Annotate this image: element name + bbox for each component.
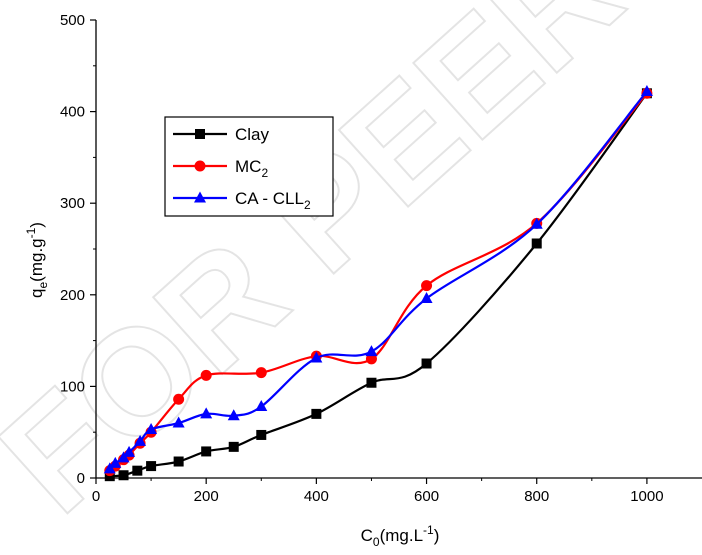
y-tick-label: 400 <box>60 104 85 121</box>
data-point <box>365 345 378 357</box>
data-point <box>173 456 184 467</box>
y-tick-label: 500 <box>60 12 85 29</box>
legend-marker <box>195 129 205 139</box>
axis-ticks: 0 200 400 600 800 1000 0 100 200 300 400 500 <box>60 12 664 505</box>
legend-label: CA - CLL2 <box>235 189 311 212</box>
y-tick-label: 200 <box>60 287 85 304</box>
data-point <box>421 358 432 369</box>
data-point <box>173 393 185 405</box>
data-point <box>118 470 129 481</box>
data-point <box>530 217 543 229</box>
data-point <box>256 429 267 440</box>
x-tick-label: 800 <box>524 488 549 505</box>
data-point <box>531 238 542 249</box>
x-tick-label: 600 <box>414 488 439 505</box>
x-axis-title: C0(mg.L-1) <box>361 523 440 549</box>
data-point <box>200 407 213 419</box>
data-point <box>109 456 122 468</box>
data-point <box>201 446 212 457</box>
data-point <box>255 367 267 379</box>
y-axis-title: qe(mg.g-1) <box>24 222 50 298</box>
data-point <box>421 280 433 292</box>
data-point <box>365 353 377 365</box>
data-point <box>132 465 143 476</box>
data-point <box>172 416 185 428</box>
data-point <box>145 422 158 434</box>
x-tick-label: 200 <box>194 488 219 505</box>
legend-marker <box>194 160 206 172</box>
data-point <box>227 409 240 421</box>
data-point <box>228 441 239 452</box>
data-point <box>134 434 147 446</box>
x-tick-label: 1000 <box>630 488 663 505</box>
data-point <box>311 408 322 419</box>
x-tick-label: 400 <box>304 488 329 505</box>
data-point <box>255 400 268 412</box>
x-tick-label: 0 <box>92 488 100 505</box>
series-triangle <box>103 84 653 474</box>
data-point <box>200 369 212 381</box>
y-tick-label: 100 <box>60 378 85 395</box>
legend-label: MC2 <box>235 157 268 180</box>
legend-label: Clay <box>235 125 270 144</box>
data-point <box>366 377 377 388</box>
data-point <box>310 351 323 363</box>
data-point <box>146 461 157 472</box>
data-point <box>420 291 433 303</box>
legend-marker <box>194 191 206 203</box>
data-point <box>640 84 653 96</box>
series-layer <box>103 84 653 482</box>
y-tick-label: 300 <box>60 195 85 212</box>
legend: Clay MC2 CA - CLL2 <box>164 116 334 217</box>
data-point <box>123 445 136 457</box>
y-tick-label: 0 <box>77 470 85 487</box>
axis-titles: C0(mg.L-1) qe(mg.g-1) <box>24 222 439 549</box>
